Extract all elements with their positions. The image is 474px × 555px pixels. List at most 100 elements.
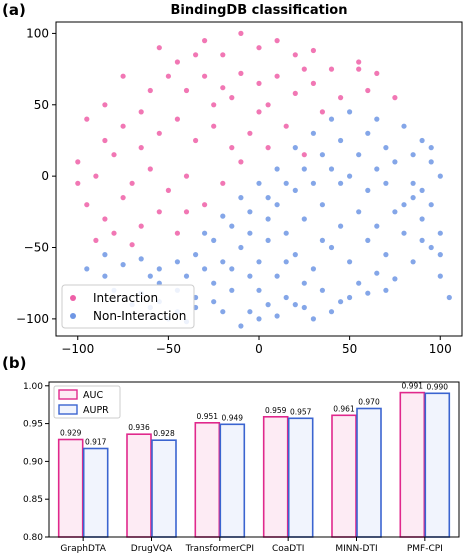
- scatter-panel: (a) BindingDB classification −100 −50 0 50 1…: [2, 1, 463, 356]
- interaction-point: [111, 230, 117, 236]
- legend-label-auc: AUC: [83, 390, 103, 401]
- interaction-point: [147, 87, 153, 94]
- interaction-point: [156, 209, 162, 215]
- non-interaction-point: [374, 166, 380, 172]
- non-interaction-point: [211, 280, 217, 286]
- aupr-bar: [219, 423, 246, 538]
- non-interaction-point: [211, 299, 217, 305]
- interaction-point: [165, 73, 171, 79]
- interaction-point: [75, 180, 81, 186]
- interaction-point: [301, 66, 307, 72]
- interaction-point: [256, 45, 262, 51]
- interaction-point: [356, 59, 362, 65]
- non-interaction-point: [247, 273, 253, 279]
- interaction-point: [174, 230, 180, 236]
- non-interaction-point: [310, 266, 316, 272]
- scatter-y-ticks: −100 −50 0 50 100: [16, 26, 56, 326]
- non-interaction-point: [347, 173, 353, 179]
- category-label: CoaDTI: [272, 544, 304, 554]
- non-interaction-point: [310, 180, 316, 186]
- non-interaction-point: [256, 316, 262, 322]
- interaction-point: [75, 159, 81, 165]
- category-label: DrugVQA: [131, 544, 173, 554]
- non-interaction-point: [437, 273, 443, 279]
- y-tick-label: 0: [41, 169, 49, 183]
- non-interaction-point: [238, 195, 244, 201]
- non-interaction-point: [211, 237, 217, 243]
- non-interaction-point: [392, 276, 398, 282]
- non-interaction-point: [446, 294, 452, 301]
- auc-bar: [126, 433, 152, 538]
- non-interaction-point: [229, 266, 235, 272]
- interaction-point: [193, 52, 199, 58]
- interaction-point: [229, 145, 235, 151]
- interaction-point: [102, 102, 108, 108]
- bar-x-ticks: GraphDTA DrugVQA TransformerCPI CoaDTI MINN-…: [60, 537, 443, 554]
- interaction-point: [338, 95, 344, 101]
- non-interaction-point: [283, 180, 289, 186]
- aupr-bar: [287, 417, 314, 538]
- interaction-point: [156, 45, 162, 51]
- interaction-point: [310, 47, 316, 54]
- interaction-point: [183, 209, 190, 215]
- aupr-bar: [82, 447, 109, 538]
- non-interaction-point: [274, 202, 280, 208]
- non-interaction-point: [428, 159, 434, 165]
- y-tick-label: −50: [24, 241, 49, 255]
- non-interaction-point: [292, 145, 298, 151]
- interaction-point: [274, 38, 280, 44]
- interaction-point: [265, 145, 271, 151]
- interaction-point: [292, 90, 298, 96]
- interaction-point: [165, 187, 171, 193]
- interaction-point: [265, 102, 271, 108]
- non-interaction-point: [120, 262, 126, 268]
- y-tick-label: 100: [26, 26, 49, 40]
- non-interaction-point: [138, 256, 144, 262]
- non-interaction-point: [102, 252, 108, 258]
- y-tick-label: 1.00: [23, 382, 43, 392]
- non-interaction-point: [410, 259, 416, 265]
- non-interaction-point: [347, 109, 353, 115]
- non-interaction-point: [292, 302, 298, 308]
- aupr-value-label: 0.949: [222, 413, 244, 422]
- non-interaction-point: [338, 299, 344, 305]
- interaction-point: [256, 109, 262, 115]
- non-interaction-point: [193, 252, 199, 258]
- scatter-legend: Interaction Non-Interaction: [61, 284, 195, 329]
- non-interaction-point: [319, 287, 325, 293]
- non-interaction-point: [338, 137, 344, 144]
- interaction-point: [84, 116, 90, 122]
- non-interaction-point: [202, 266, 208, 272]
- y-tick-label: 0.95: [23, 420, 43, 430]
- non-interaction-point: [365, 237, 371, 243]
- interaction-point: [247, 130, 253, 136]
- non-interaction-point: [328, 244, 335, 251]
- non-interaction-point: [247, 230, 253, 236]
- scatter-points: [75, 30, 452, 329]
- non-interaction-point: [147, 273, 153, 279]
- aupr-bar: [356, 407, 382, 538]
- non-interaction-point: [265, 302, 271, 308]
- interaction-point: [202, 73, 208, 79]
- non-interaction-point: [419, 137, 425, 144]
- non-interaction-point: [365, 130, 371, 136]
- interaction-point: [138, 145, 144, 151]
- interaction-point: [84, 202, 90, 208]
- aupr-value-label: 0.957: [290, 407, 312, 416]
- bar-legend: AUC AUPR: [53, 385, 121, 419]
- y-tick-label: 0.90: [23, 457, 43, 467]
- interaction-point: [274, 73, 280, 79]
- y-tick-label: 0.85: [23, 495, 43, 505]
- non-interaction-point: [365, 187, 371, 193]
- bar-frame: [48, 381, 460, 538]
- non-interaction-point: [419, 237, 425, 243]
- non-interaction-point: [338, 223, 344, 229]
- non-interaction-point: [328, 116, 335, 122]
- non-interaction-point: [428, 202, 434, 208]
- non-interaction-point: [301, 216, 307, 222]
- non-interaction-point: [274, 273, 280, 279]
- category-label: TransformerCPI: [185, 544, 254, 554]
- auc-bar: [194, 421, 221, 538]
